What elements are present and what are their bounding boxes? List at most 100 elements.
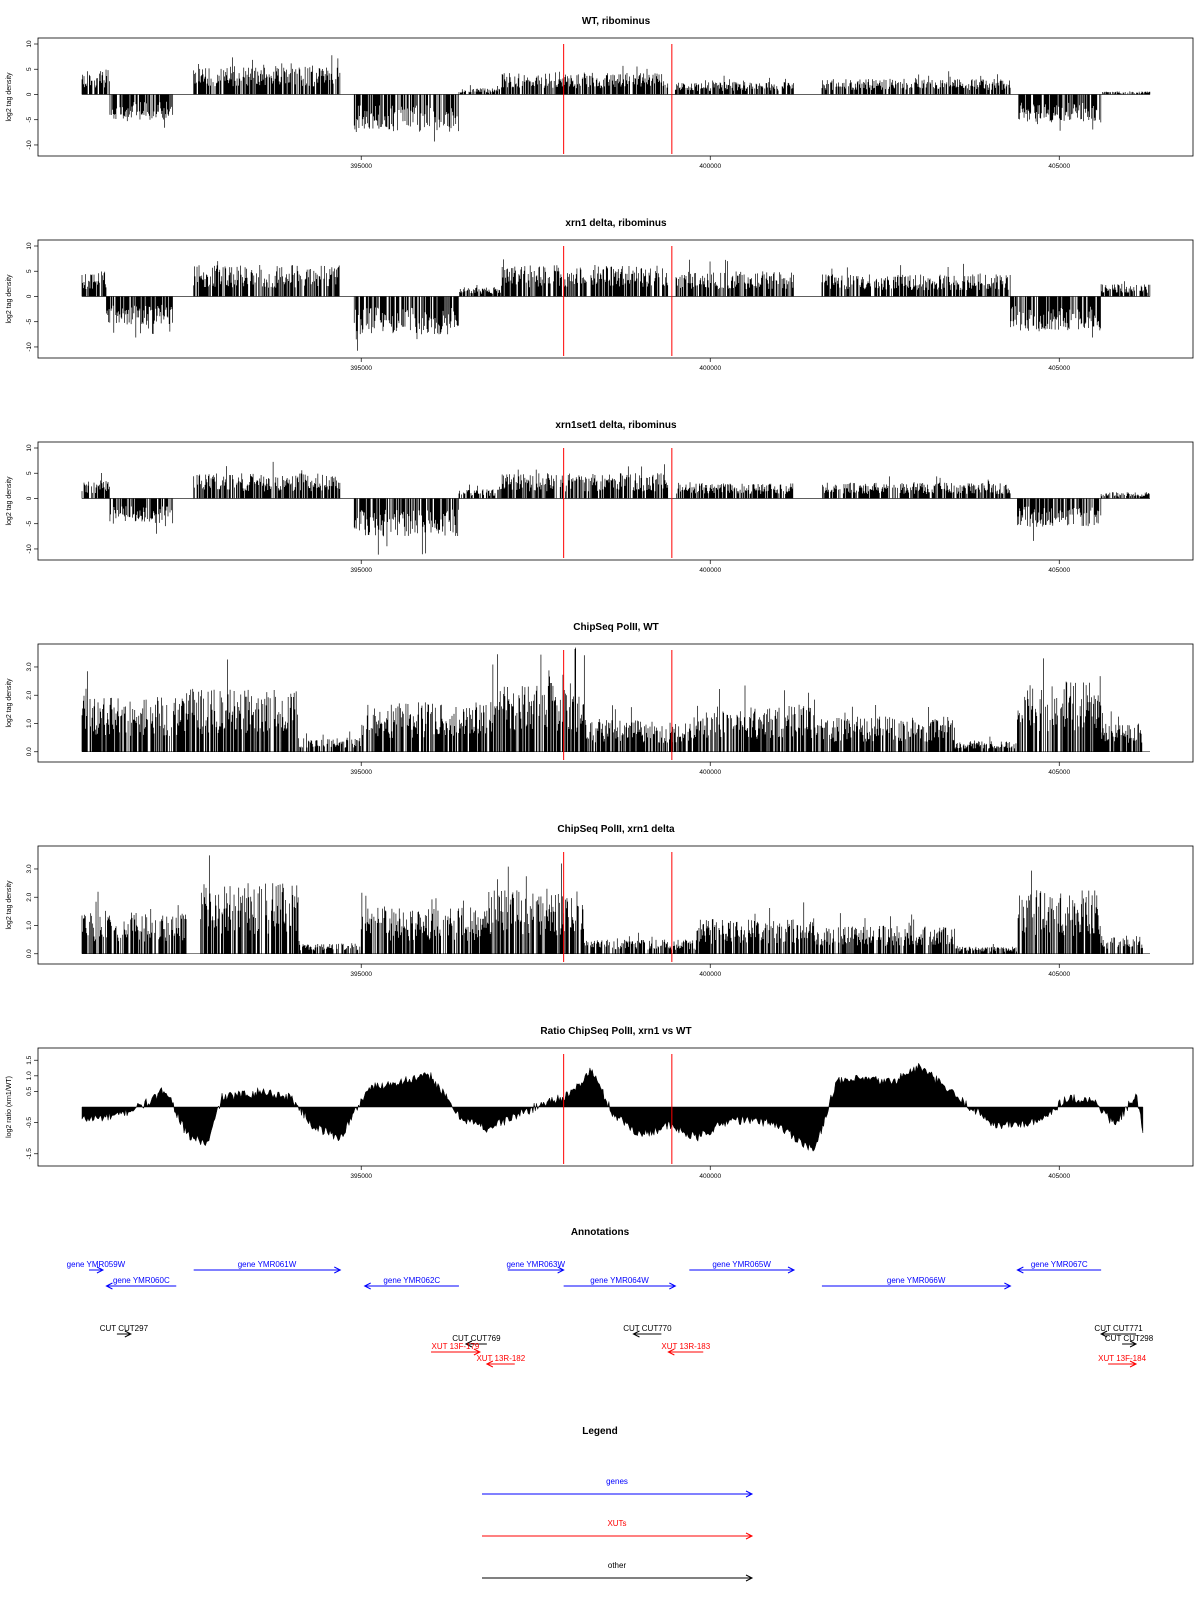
y-tick-label: 5: [26, 471, 33, 475]
y-tick-label: 0.0: [26, 949, 33, 958]
feature-arrowhead-icon: [669, 1282, 677, 1290]
y-axis-label: log2 ratio (xrn1/WT): [6, 1076, 13, 1138]
feature-arrowhead-icon: [787, 1266, 796, 1274]
feature-label: gene YMR066W: [887, 1276, 946, 1285]
feature-arrowhead-icon: [1129, 1340, 1138, 1348]
x-tick-label: 405000: [1048, 163, 1070, 170]
annotation-feature: gene YMR059W: [67, 1260, 126, 1274]
y-tick-label: 10: [26, 242, 33, 250]
y-tick-label: -0.5: [26, 1117, 33, 1129]
x-tick-label: 395000: [350, 1173, 372, 1180]
y-tick-label: -5: [26, 116, 33, 122]
annotation-feature: gene YMR066W: [821, 1276, 1012, 1290]
x-tick-label: 400000: [699, 971, 721, 978]
legend-arrowhead-icon: [745, 1490, 754, 1498]
annotation-feature: gene YMR061W: [193, 1260, 342, 1274]
annotation-feature: XUT 13R-182: [476, 1354, 526, 1368]
signal-bars: [81, 855, 1143, 954]
y-axis-label: log2 tag density: [6, 72, 13, 122]
feature-label: XUT 13R-182: [476, 1354, 525, 1363]
y-tick-label: 10: [26, 444, 33, 452]
annotation-features: gene YMR059W gene YMR060C gene YMR061W gene…: [67, 1260, 1154, 1368]
legend-label: other: [608, 1561, 627, 1570]
feature-arrowhead-icon: [557, 1266, 565, 1274]
feature-label: CUT CUT769: [452, 1334, 501, 1343]
y-tick-label: 5: [26, 67, 33, 71]
x-tick-label: 400000: [699, 163, 721, 170]
y-tick-label: -5: [26, 520, 33, 526]
y-tick-label: 3.0: [26, 662, 33, 671]
plot-frame: [37, 441, 1194, 561]
legend-arrowhead-icon: [745, 1574, 754, 1582]
annotation-feature: XUT 13F-179: [431, 1342, 482, 1356]
x-tick-label: 395000: [350, 567, 372, 574]
track-panel-1: WT, ribominus log2 tag density 10 5 0 -5 -10 39…: [6, 16, 1194, 170]
legend-arrowhead-icon: [745, 1532, 754, 1540]
y-tick-label: 1.0: [26, 921, 33, 930]
feature-label: gene YMR060C: [113, 1276, 170, 1285]
annotation-feature: gene YMR067C: [1016, 1260, 1102, 1274]
track-panel-2: xrn1 delta, ribominus log2 tag density 10 5…: [6, 218, 1194, 372]
panel-title: xrn1 delta, ribominus: [565, 218, 667, 229]
y-tick-label: 0.0: [26, 747, 33, 756]
panel-title: xrn1set1 delta, ribominus: [555, 420, 677, 431]
feature-label: gene YMR063W: [506, 1260, 565, 1269]
y-tick-label: 0: [26, 294, 33, 298]
signal-bars: [81, 55, 1151, 142]
panel-title: WT, ribominus: [582, 16, 651, 27]
y-tick-label: -10: [26, 342, 33, 352]
feature-arrowhead-icon: [1004, 1282, 1012, 1290]
y-tick-label: 5: [26, 269, 33, 273]
feature-label: CUT CUT297: [100, 1324, 149, 1333]
y-axis-label: log2 tag density: [6, 880, 13, 930]
feature-label: gene YMR064W: [590, 1276, 649, 1285]
y-tick-label: 1.0: [26, 1071, 33, 1080]
legend-entry-other: other: [482, 1561, 754, 1582]
feature-arrowhead-icon: [485, 1360, 494, 1368]
feature-label: XUT 13R-183: [661, 1342, 710, 1351]
y-tick-label: 2.0: [26, 892, 33, 901]
x-tick-label: 395000: [350, 971, 372, 978]
feature-arrowhead-icon: [1129, 1360, 1138, 1368]
feature-label: CUT CUT298: [1105, 1334, 1154, 1343]
legend-label: genes: [606, 1477, 628, 1486]
annotations-title: Annotations: [571, 1227, 630, 1238]
plot-frame: [37, 643, 1194, 763]
track-panel-5: ChipSeq PolII, xrn1 delta log2 tag densit…: [6, 824, 1194, 978]
feature-arrowhead-icon: [1016, 1266, 1024, 1274]
feature-label: XUT 13F-179: [432, 1342, 480, 1351]
y-tick-label: 1.0: [26, 719, 33, 728]
feature-label: gene YMR067C: [1031, 1260, 1088, 1269]
x-tick-label: 405000: [1048, 567, 1070, 574]
signal-bars: [81, 647, 1143, 752]
feature-arrowhead-icon: [473, 1348, 482, 1356]
annotation-feature: gene YMR060C: [105, 1276, 177, 1290]
annotation-feature: XUT 13R-183: [661, 1342, 711, 1356]
annotation-feature: CUT CUT297: [100, 1324, 149, 1338]
feature-arrowhead-icon: [632, 1330, 640, 1338]
y-tick-label: -10: [26, 140, 33, 150]
y-tick-label: 0: [26, 92, 33, 96]
y-axis-label: log2 tag density: [6, 476, 13, 526]
track-panels: WT, ribominus log2 tag density 10 5 0 -5 -10 39…: [6, 16, 1194, 1180]
track-panel-3: xrn1set1 delta, ribominus log2 tag densit…: [6, 420, 1194, 574]
x-tick-label: 405000: [1048, 971, 1070, 978]
feature-arrowhead-icon: [334, 1266, 342, 1274]
feature-arrowhead-icon: [363, 1282, 371, 1290]
track-panel-6: Ratio ChipSeq PolII, xrn1 vs WT log2 rati…: [6, 1026, 1194, 1180]
annotation-feature: CUT CUT771: [1094, 1324, 1143, 1338]
x-tick-label: 405000: [1048, 365, 1070, 372]
annotation-feature: gene YMR065W: [689, 1260, 796, 1274]
signal-bars: [81, 461, 1150, 555]
plot-frame: [37, 239, 1194, 359]
y-tick-label: -1.5: [26, 1148, 33, 1160]
annotation-feature: gene YMR063W: [506, 1260, 565, 1274]
legend-title: Legend: [582, 1426, 618, 1437]
signal-bars: [81, 259, 1151, 351]
y-tick-label: 0: [26, 496, 33, 500]
feature-label: gene YMR061W: [238, 1260, 297, 1269]
y-tick-label: -5: [26, 318, 33, 324]
y-tick-label: 10: [26, 40, 33, 48]
